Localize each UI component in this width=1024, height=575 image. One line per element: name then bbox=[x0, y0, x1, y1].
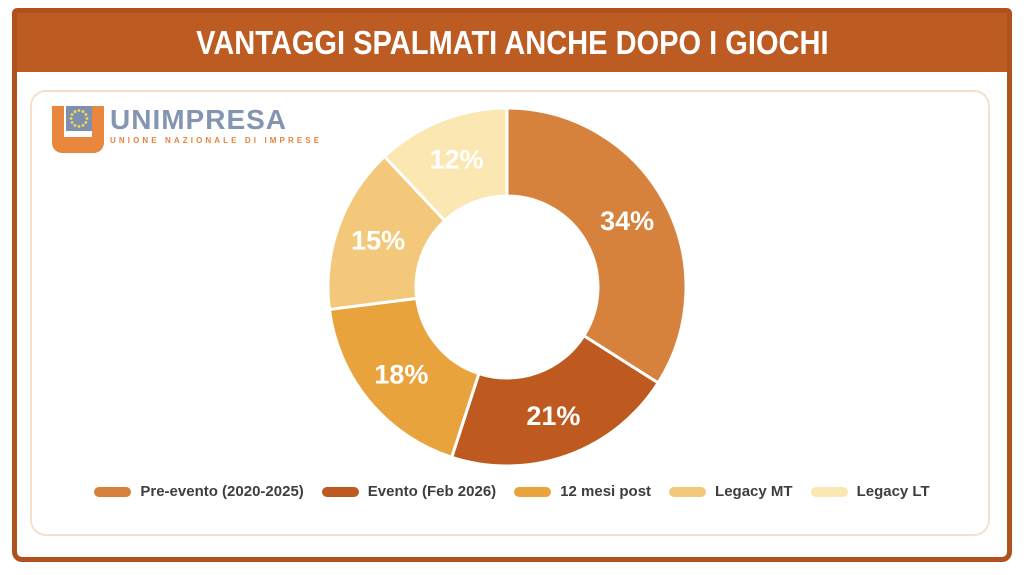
slice-value-label-3: 15% bbox=[351, 226, 405, 256]
legend-item-1: Evento (Feb 2026) bbox=[321, 483, 497, 500]
slide-title: VANTAGGI SPALMATI ANCHE DOPO I GIOCHI bbox=[195, 23, 829, 61]
donut-slice-3 bbox=[326, 155, 447, 311]
legend-item-0: Pre-evento (2020-2025) bbox=[94, 483, 304, 500]
donut-chart: 34% 21% 18% 15% 12% bbox=[326, 106, 688, 468]
slice-value-label-1: 21% bbox=[526, 401, 580, 431]
slice-value-label-2: 18% bbox=[374, 359, 428, 389]
unimpresa-wordmark: UNIMPRESA bbox=[110, 104, 288, 135]
legend-label-2: 12 mesi post bbox=[560, 483, 652, 500]
legend-swatch-4 bbox=[810, 486, 848, 497]
donut-slice-0 bbox=[505, 106, 688, 385]
slice-value-label-4: 12% bbox=[430, 145, 484, 175]
donut-slice-1 bbox=[450, 334, 660, 468]
legend-label-0: Pre-evento (2020-2025) bbox=[140, 483, 304, 500]
slice-value-label-0: 34% bbox=[600, 206, 654, 236]
legend-label-4: Legacy LT bbox=[856, 483, 930, 500]
legend-swatch-0 bbox=[94, 486, 132, 497]
unimpresa-subtitle: UNIONE NAZIONALE DI IMPRESE bbox=[110, 136, 323, 145]
legend-swatch-1 bbox=[321, 486, 359, 497]
donut-slice-4 bbox=[382, 106, 509, 223]
unimpresa-logo: UNIMPRESA UNIONE NAZIONALE DI IMPRESE bbox=[50, 106, 322, 159]
legend-label-1: Evento (Feb 2026) bbox=[367, 483, 497, 500]
title-banner: VANTAGGI SPALMATI ANCHE DOPO I GIOCHI bbox=[17, 13, 1007, 72]
legend-item-3: Legacy MT bbox=[669, 483, 793, 500]
legend-swatch-3 bbox=[669, 486, 707, 497]
legend-label-3: Legacy MT bbox=[715, 483, 793, 500]
unimpresa-logo-icon bbox=[50, 106, 106, 159]
donut-slice-2 bbox=[327, 296, 481, 459]
legend-item-2: 12 mesi post bbox=[514, 483, 651, 500]
chart-legend: Pre-evento (2020-2025) Evento (Feb 2026) 1… bbox=[0, 483, 1024, 500]
unimpresa-logo-text: UNIMPRESA UNIONE NAZIONALE DI IMPRESE bbox=[110, 106, 322, 145]
legend-item-4: Legacy LT bbox=[810, 483, 930, 500]
legend-swatch-2 bbox=[514, 486, 552, 497]
